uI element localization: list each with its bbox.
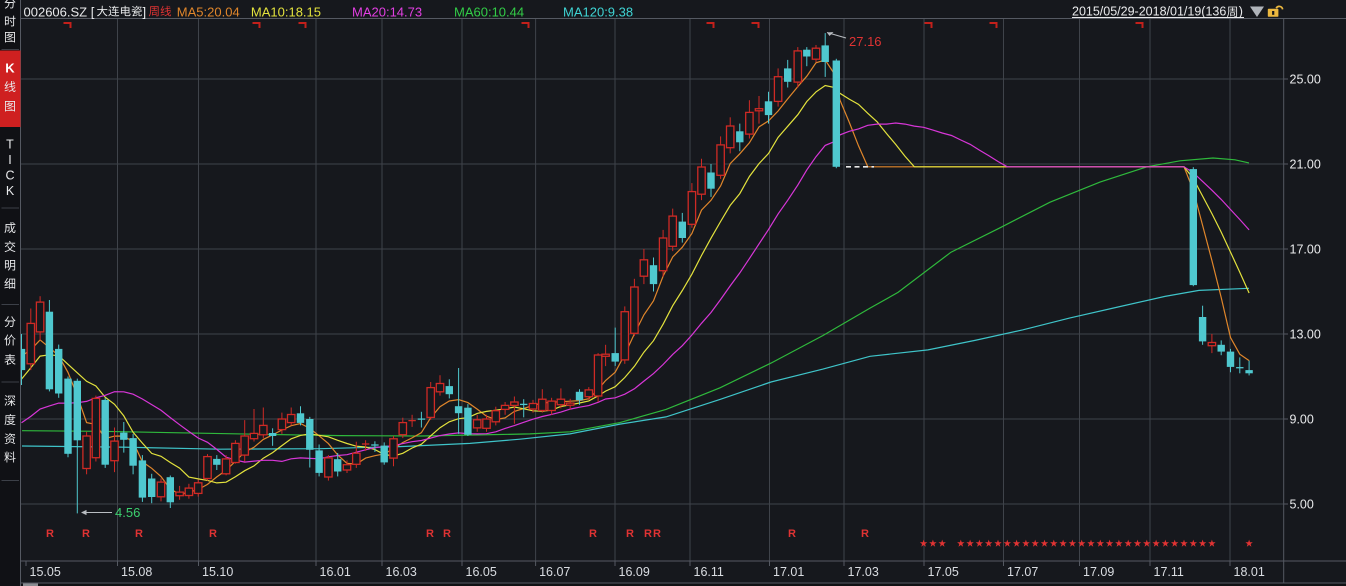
svg-text:C: C [5,169,14,183]
svg-text:17.03: 17.03 [848,565,879,579]
svg-text:K: K [6,184,15,198]
svg-text:25.00: 25.00 [1290,73,1321,87]
svg-text:R: R [426,528,434,540]
svg-text:17.11: 17.11 [1154,565,1184,579]
svg-text:16.05: 16.05 [466,565,497,579]
svg-text:): ) [1239,5,1243,19]
svg-text:R: R [861,528,869,540]
svg-text:16.11: 16.11 [694,565,724,579]
svg-text:17.07: 17.07 [1007,565,1038,579]
svg-text:I: I [8,153,11,167]
svg-text:15.05: 15.05 [30,565,61,579]
svg-text:27.16: 27.16 [849,34,882,49]
svg-text:R: R [46,528,54,540]
svg-text:17.00: 17.00 [1290,243,1321,257]
svg-text:R: R [644,528,652,540]
svg-text:R: R [653,528,661,540]
svg-text:T: T [6,138,14,152]
svg-text:9.00: 9.00 [1290,413,1314,427]
svg-text:R: R [209,528,217,540]
svg-text:R: R [626,528,634,540]
svg-text:2015/05/29-2018/01/19(136: 2015/05/29-2018/01/19(136 [1072,5,1226,19]
svg-text:MA60:10.44: MA60:10.44 [454,5,524,20]
svg-text:18.01: 18.01 [1234,565,1265,579]
svg-text:R: R [589,528,597,540]
svg-text:R: R [788,528,796,540]
svg-text:R: R [82,528,90,540]
svg-text:5.00: 5.00 [1290,498,1314,512]
svg-text:17.09: 17.09 [1083,565,1114,579]
svg-text:16.09: 16.09 [619,565,650,579]
svg-text:MA120:9.38: MA120:9.38 [563,5,633,20]
svg-text:MA10:18.15: MA10:18.15 [251,5,321,20]
svg-text:MA20:14.73: MA20:14.73 [352,5,422,20]
svg-text:002606.SZ [: 002606.SZ [ [24,5,95,20]
svg-text:17.05: 17.05 [928,565,959,579]
svg-text:21.00: 21.00 [1290,158,1321,172]
svg-text:MA5:20.04: MA5:20.04 [177,5,240,20]
svg-text:16.07: 16.07 [539,565,570,579]
svg-text:16.03: 16.03 [386,565,417,579]
svg-text:R: R [135,528,143,540]
svg-text:R: R [443,528,451,540]
svg-text:K: K [5,61,15,76]
svg-text:16.01: 16.01 [320,565,351,579]
svg-text:17.01: 17.01 [773,565,804,579]
svg-text:15.08: 15.08 [121,565,152,579]
svg-text:15.10: 15.10 [202,565,233,579]
svg-text:]: ] [143,5,147,20]
svg-text:13.00: 13.00 [1290,328,1321,342]
svg-text:4.56: 4.56 [115,505,140,520]
